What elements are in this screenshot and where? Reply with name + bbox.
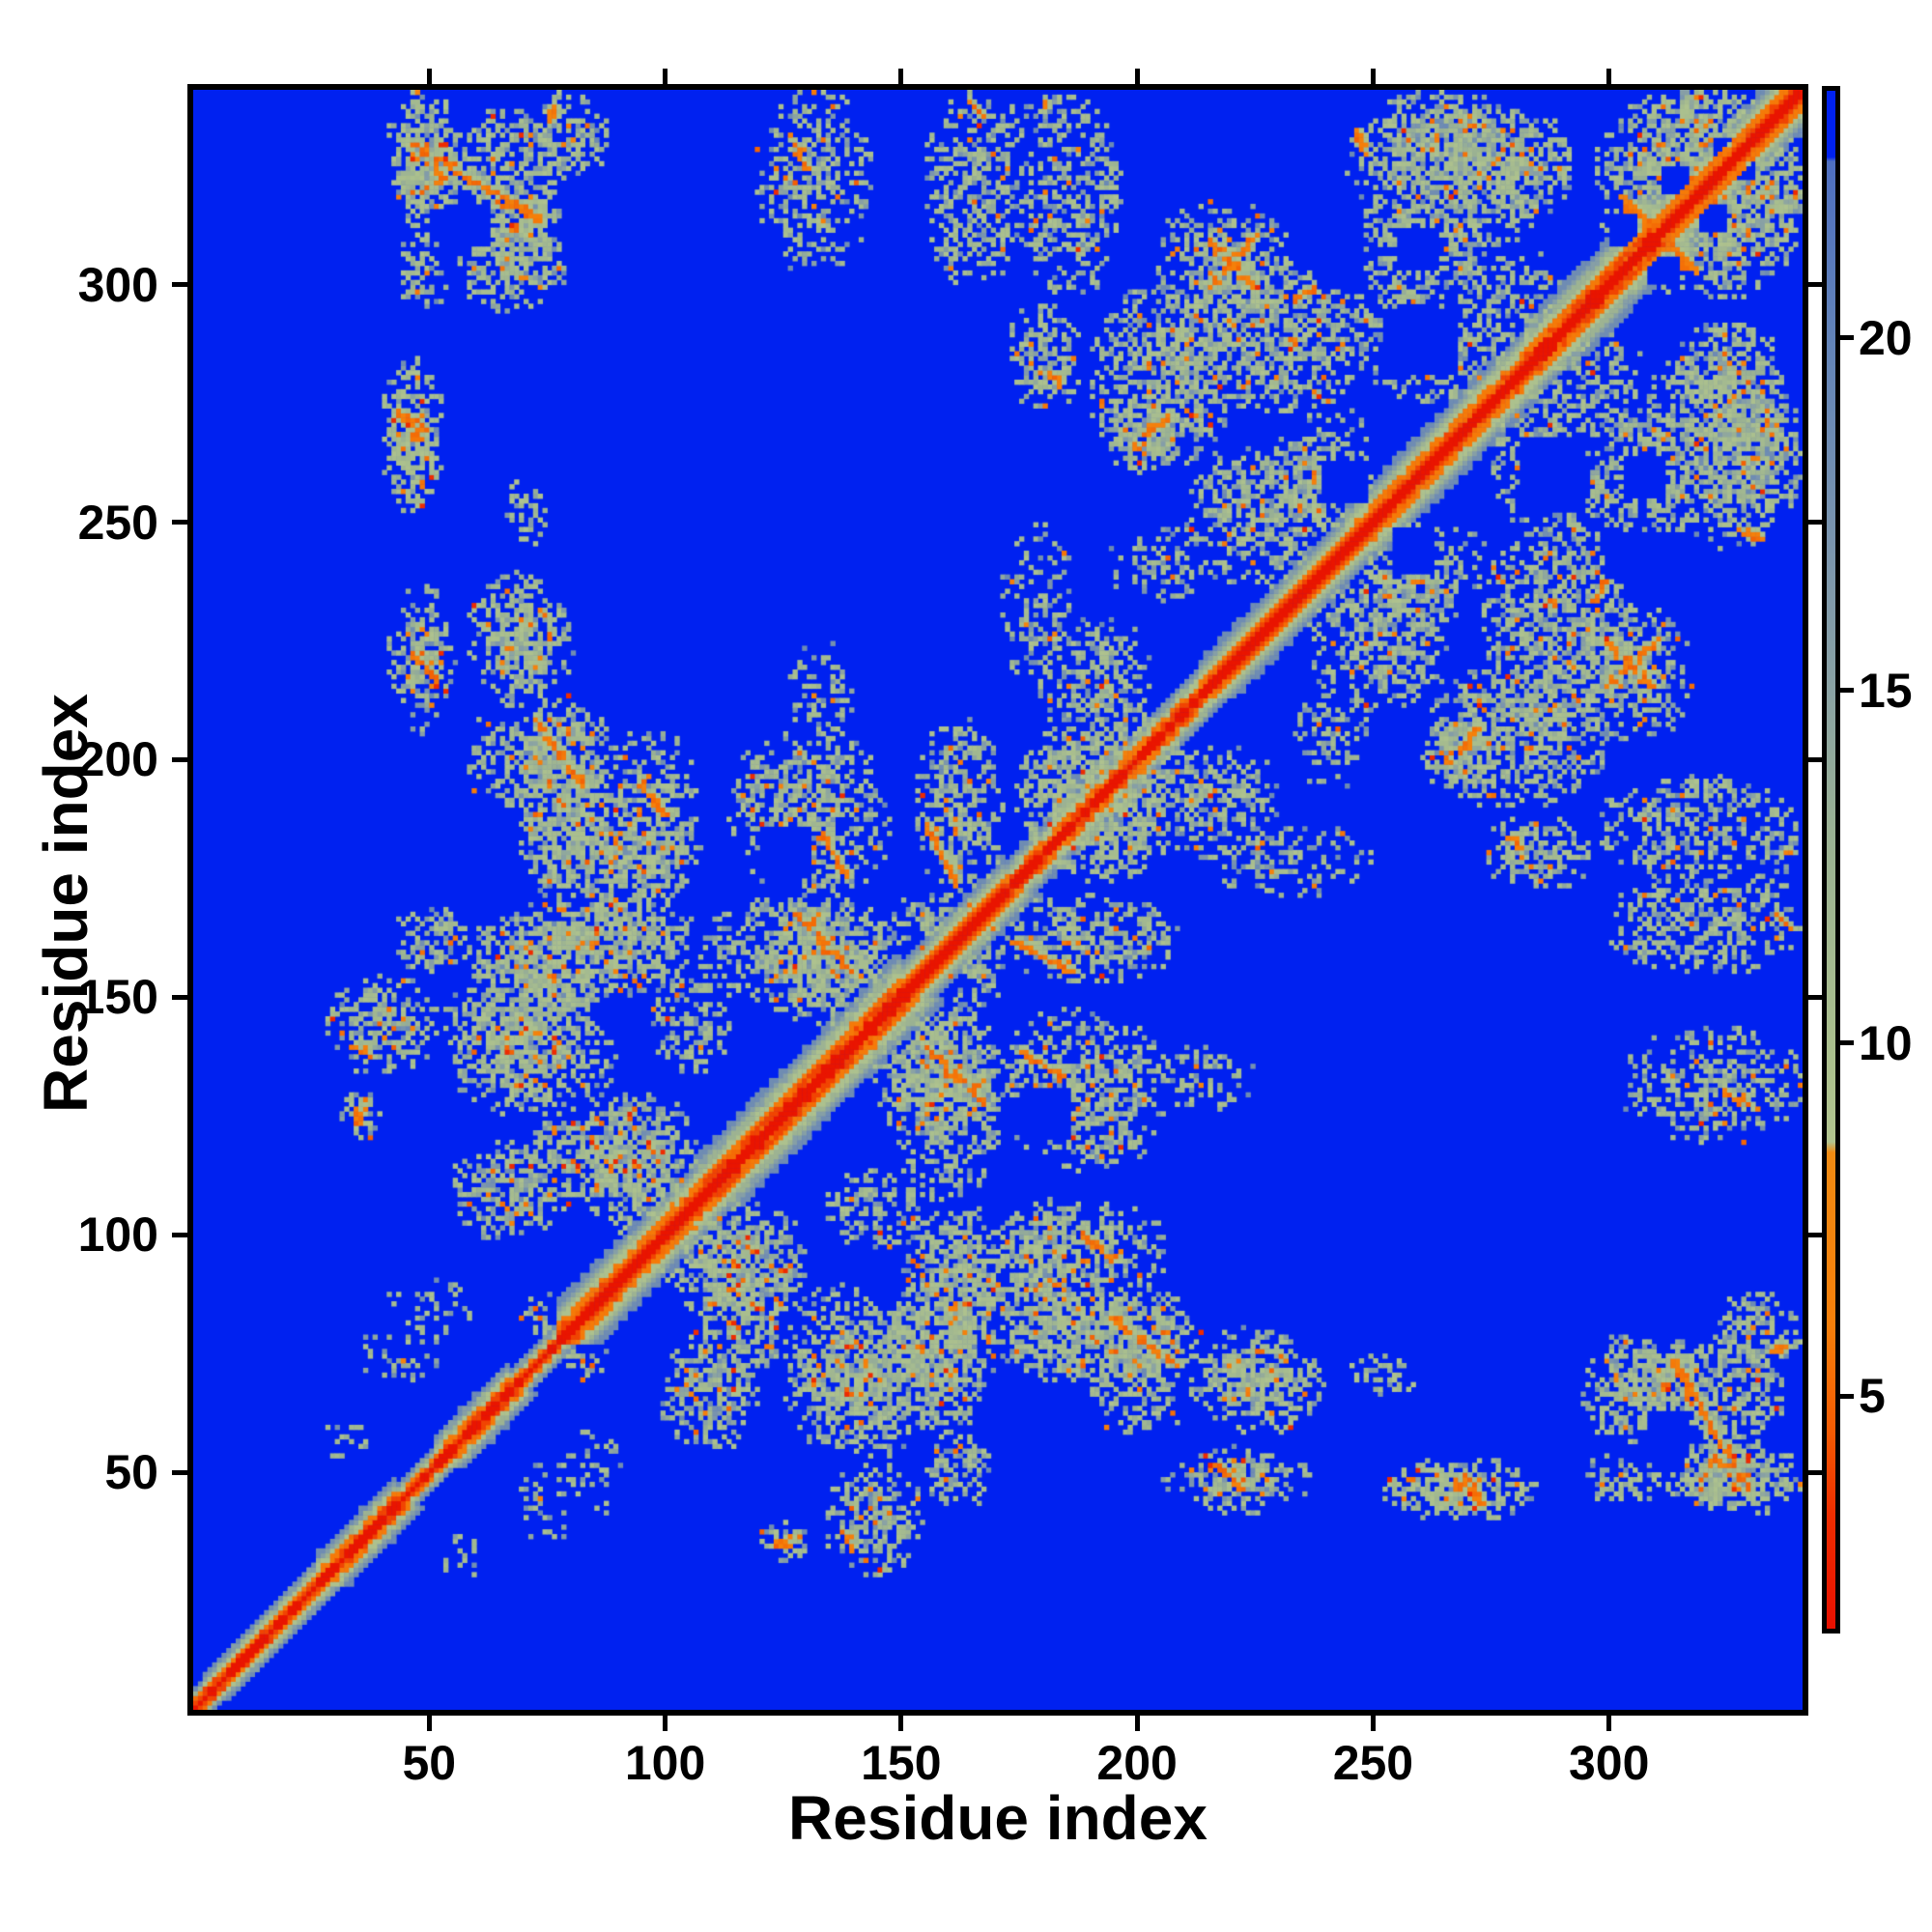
x-tick <box>1606 1716 1612 1731</box>
x-tick-label: 250 <box>1332 1736 1414 1790</box>
y-tick <box>172 994 187 1000</box>
y-tick-right <box>1808 756 1824 762</box>
x-tick-top <box>1370 69 1376 84</box>
y-tick-label: 150 <box>77 970 158 1025</box>
x-tick-label: 200 <box>1096 1736 1178 1790</box>
y-tick-right <box>1808 1232 1824 1237</box>
x-tick-top <box>663 69 668 84</box>
y-tick-right <box>1808 520 1824 526</box>
x-tick-top <box>898 69 904 84</box>
colorbar <box>1822 86 1840 1634</box>
y-tick-label: 50 <box>104 1445 158 1500</box>
colorbar-tick-label: 5 <box>1859 1369 1886 1423</box>
colorbar-tick <box>1840 1040 1854 1046</box>
y-tick-right <box>1808 994 1824 1000</box>
y-tick-label: 300 <box>77 257 158 312</box>
y-tick-right <box>1808 282 1824 288</box>
plot-frame <box>187 84 1808 1716</box>
x-tick-top <box>1606 69 1612 84</box>
colorbar-tick <box>1840 1393 1854 1399</box>
x-tick <box>1370 1716 1376 1731</box>
colorbar-tick-label: 10 <box>1859 1015 1913 1070</box>
colorbar-tick <box>1840 688 1854 694</box>
colorbar-tick <box>1840 335 1854 341</box>
x-tick-label: 300 <box>1568 1736 1650 1790</box>
x-tick-label: 100 <box>624 1736 706 1790</box>
y-tick <box>172 1469 187 1475</box>
y-tick-label: 200 <box>77 732 158 787</box>
distance-map-canvas[interactable] <box>193 90 1803 1710</box>
y-tick-label: 100 <box>77 1208 158 1263</box>
y-tick <box>172 520 187 526</box>
colorbar-tick-label: 15 <box>1859 663 1913 718</box>
x-tick-top <box>426 69 432 84</box>
x-axis-label: Residue index <box>788 1783 1208 1853</box>
x-tick-label: 150 <box>861 1736 942 1790</box>
y-tick <box>172 282 187 288</box>
colorbar-tick-label: 20 <box>1859 310 1913 365</box>
x-tick-top <box>1134 69 1140 84</box>
x-tick <box>426 1716 432 1731</box>
x-tick <box>663 1716 668 1731</box>
x-tick <box>898 1716 904 1731</box>
colorbar-gradient <box>1827 91 1835 1629</box>
y-tick-label: 250 <box>77 495 158 550</box>
x-tick <box>1134 1716 1140 1731</box>
x-tick-label: 50 <box>402 1736 457 1790</box>
y-tick <box>172 756 187 762</box>
y-tick <box>172 1232 187 1237</box>
y-tick-right <box>1808 1469 1824 1475</box>
